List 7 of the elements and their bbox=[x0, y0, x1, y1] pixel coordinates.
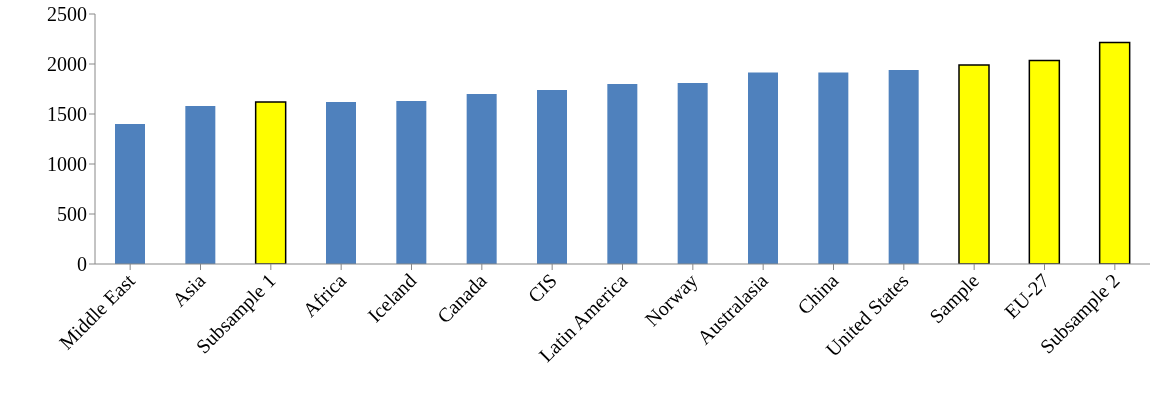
y-tick-label: 1500 bbox=[47, 103, 87, 126]
y-tick-label: 500 bbox=[57, 203, 87, 226]
y-tick-label: 0 bbox=[77, 253, 87, 276]
y-tick-label: 2500 bbox=[47, 3, 87, 26]
y-tick-label: 1000 bbox=[47, 153, 87, 176]
x-tick-label: CIS bbox=[523, 269, 561, 307]
y-tick-label: 2000 bbox=[47, 53, 87, 76]
